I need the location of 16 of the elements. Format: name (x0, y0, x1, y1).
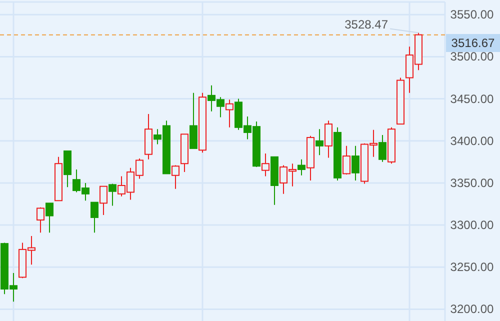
y-tick-label: 3450.00 (450, 92, 494, 106)
y-tick-label: 3500.00 (450, 50, 494, 64)
candlestick (298, 158, 306, 176)
annotation: 3528.47 (344, 18, 388, 32)
candlestick (316, 128, 324, 156)
y-tick-label: 3250.00 (450, 260, 494, 274)
text: 3516.67 (451, 36, 496, 50)
y-tick-label: 3300.00 (450, 218, 494, 232)
y-tick-label: 3350.00 (450, 176, 494, 190)
y-tick-label: 3200.00 (450, 302, 494, 316)
candlestick (144, 113, 152, 160)
y-tick-label: 3550.00 (450, 8, 494, 22)
y-tick-label: 3400.00 (450, 134, 494, 148)
candlestick (352, 145, 360, 181)
candlestick (226, 99, 234, 128)
candlestick (324, 120, 332, 158)
